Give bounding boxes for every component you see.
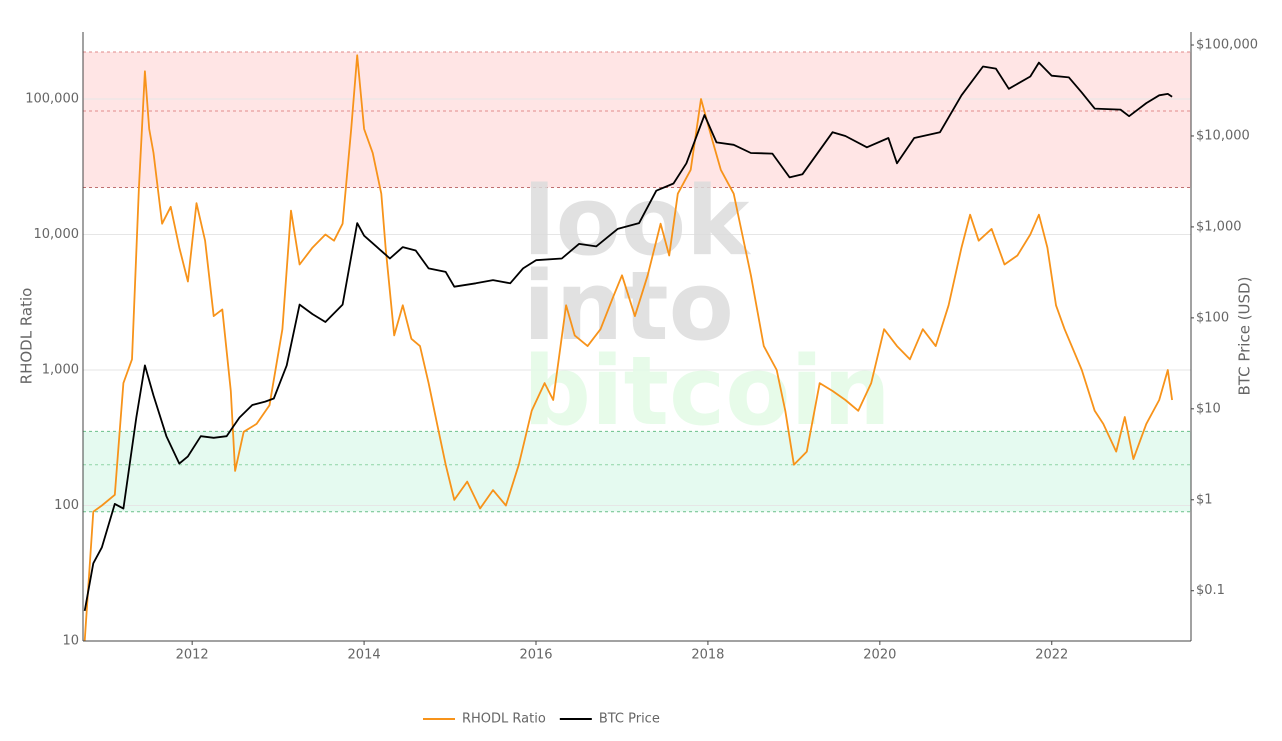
- legend-label: BTC Price: [599, 712, 660, 727]
- y-tick-label: 100: [54, 498, 79, 513]
- y2-axis-title: BTC Price (USD): [1236, 277, 1254, 396]
- watermark-text: bitcoin: [523, 337, 891, 447]
- x-tick-label: 2020: [863, 648, 896, 663]
- ticks: 10 100 1,000 10,000 100,000 $0.1 $1 $10 $100 $1,0…: [25, 38, 1258, 663]
- legend-label: RHODL Ratio: [462, 712, 546, 727]
- zone: [83, 52, 1191, 188]
- watermark-text: into: [523, 252, 734, 362]
- y-axis-title: RHODL Ratio: [18, 288, 36, 385]
- y-tick-label: 1,000: [42, 362, 79, 377]
- x-tick-label: 2014: [348, 648, 381, 663]
- y2-tick-label: $100,000: [1196, 38, 1258, 53]
- y-tick-label: 100,000: [25, 91, 79, 106]
- lines: [83, 54, 1173, 642]
- legend: RHODL Ratio BTC Price: [423, 712, 660, 727]
- x-tick-label: 2022: [1035, 648, 1068, 663]
- y2-tick-label: $1,000: [1196, 219, 1242, 234]
- y-tick-label: 10,000: [34, 227, 80, 242]
- y2-tick-label: $10,000: [1196, 128, 1250, 143]
- x-tick-label: 2018: [691, 648, 724, 663]
- series-line: [83, 61, 1173, 612]
- zones: [83, 51, 1191, 513]
- zone: [83, 431, 1191, 512]
- x-tick-label: 2012: [176, 648, 209, 663]
- series-line: [83, 54, 1173, 642]
- x-tick-label: 2016: [519, 648, 552, 663]
- y2-tick-label: $10: [1196, 401, 1221, 416]
- y2-tick-label: $100: [1196, 310, 1229, 325]
- y2-tick-label: $0.1: [1196, 583, 1225, 598]
- y-tick-label: 10: [62, 634, 79, 649]
- y2-tick-label: $1: [1196, 492, 1213, 507]
